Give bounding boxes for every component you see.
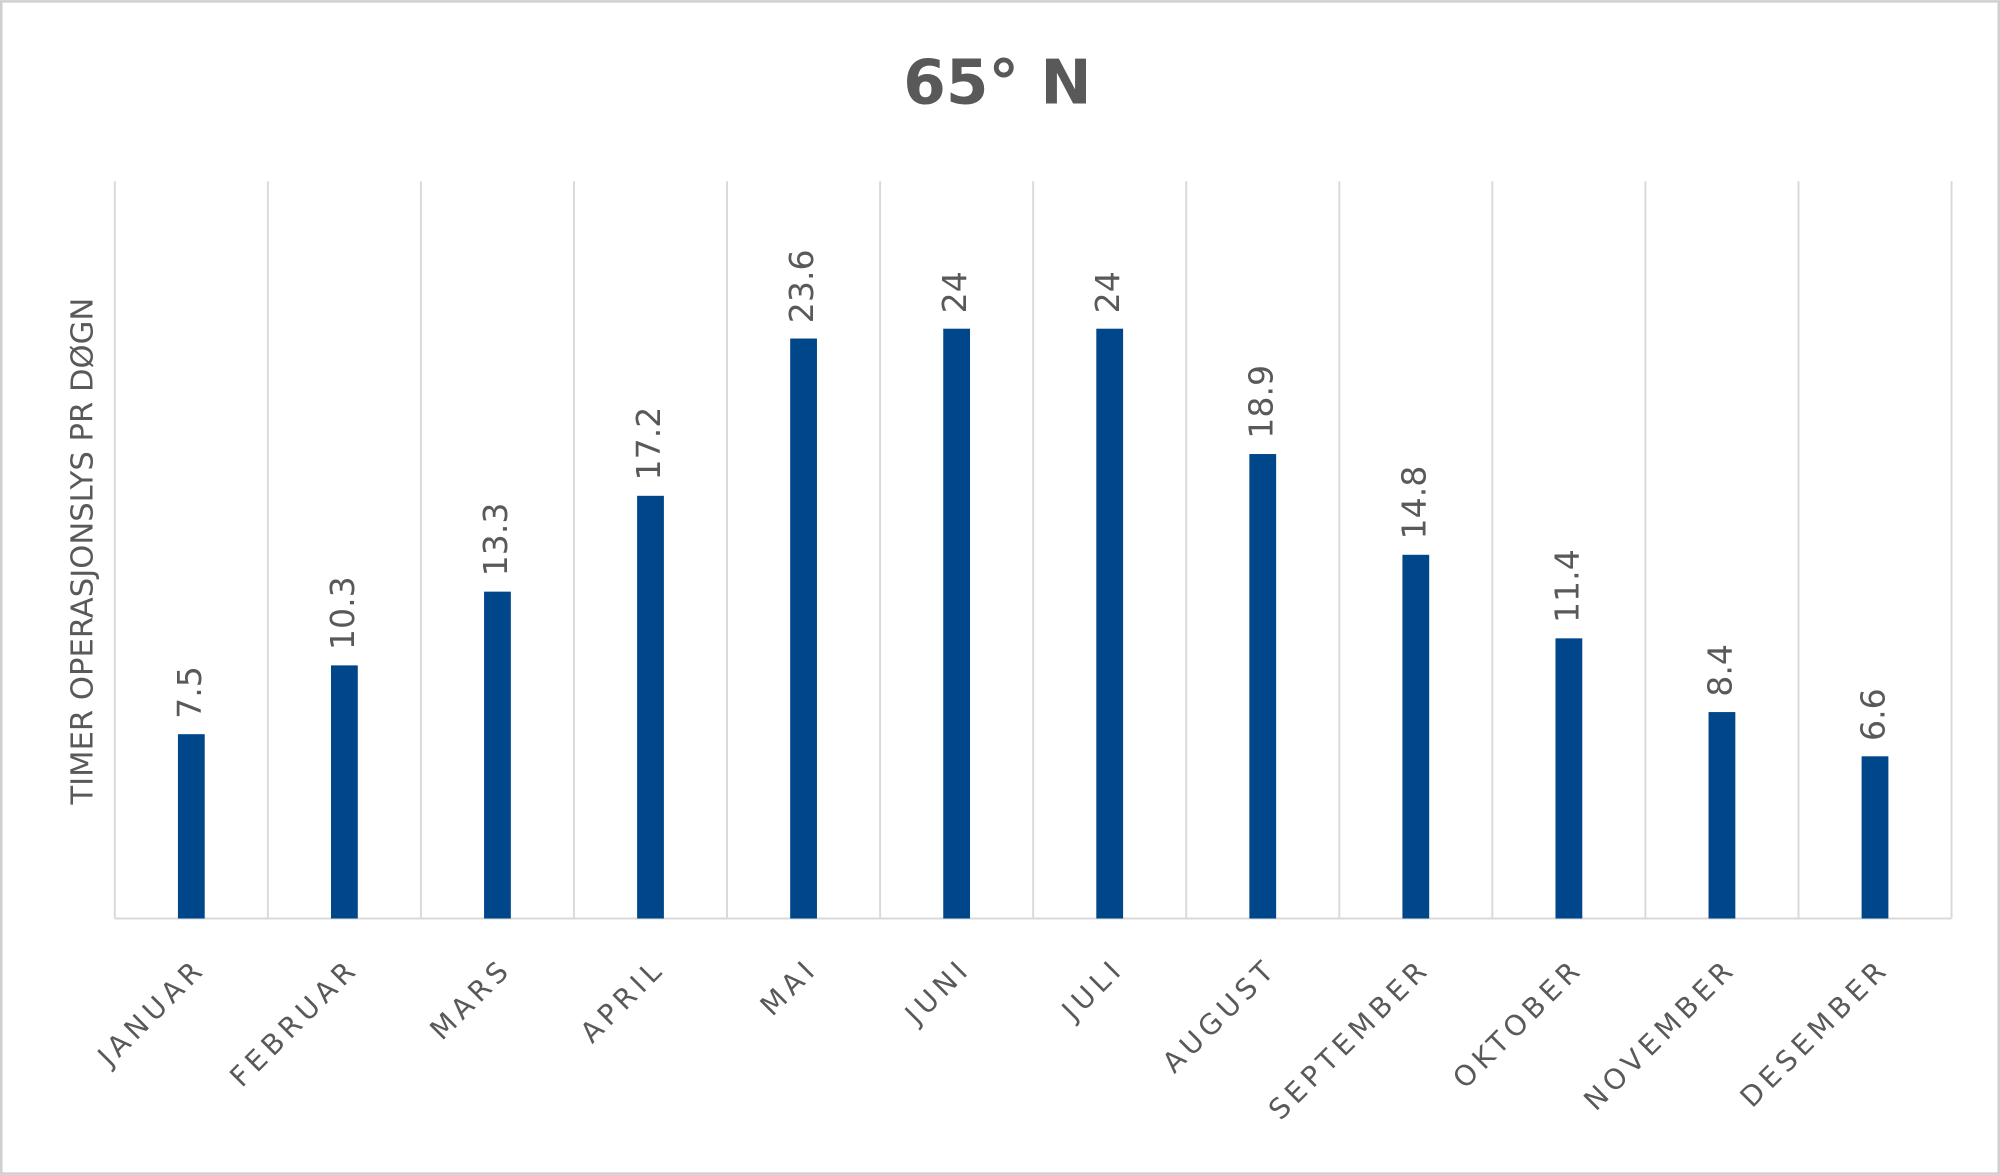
data-label: 6.6 (1854, 688, 1893, 741)
data-label: 24 (935, 271, 974, 313)
bar (1861, 756, 1889, 919)
data-label: 13.3 (476, 503, 515, 577)
data-label: 23.6 (782, 249, 821, 323)
y-axis-title: TIMER OPERASJONSLYS PR DØGN (66, 298, 101, 806)
bar (177, 734, 205, 919)
chart-title: 65° N (903, 47, 1091, 118)
data-label: 11.4 (1547, 549, 1586, 623)
bar (1555, 638, 1583, 919)
bar (1402, 554, 1430, 919)
data-label: 7.5 (170, 666, 209, 719)
bar (1249, 454, 1277, 919)
bar (330, 665, 358, 919)
bar (943, 328, 971, 919)
data-label: 17.2 (629, 407, 668, 481)
data-label: 18.9 (1241, 365, 1280, 439)
data-label: 10.3 (323, 576, 362, 650)
data-label: 14.8 (1394, 466, 1433, 540)
data-label: 24 (1088, 271, 1127, 313)
bar (484, 591, 511, 919)
bar (637, 495, 664, 919)
bar (790, 338, 817, 919)
bar (1708, 712, 1736, 919)
data-label: 8.4 (1700, 644, 1739, 697)
bar (1096, 328, 1124, 919)
